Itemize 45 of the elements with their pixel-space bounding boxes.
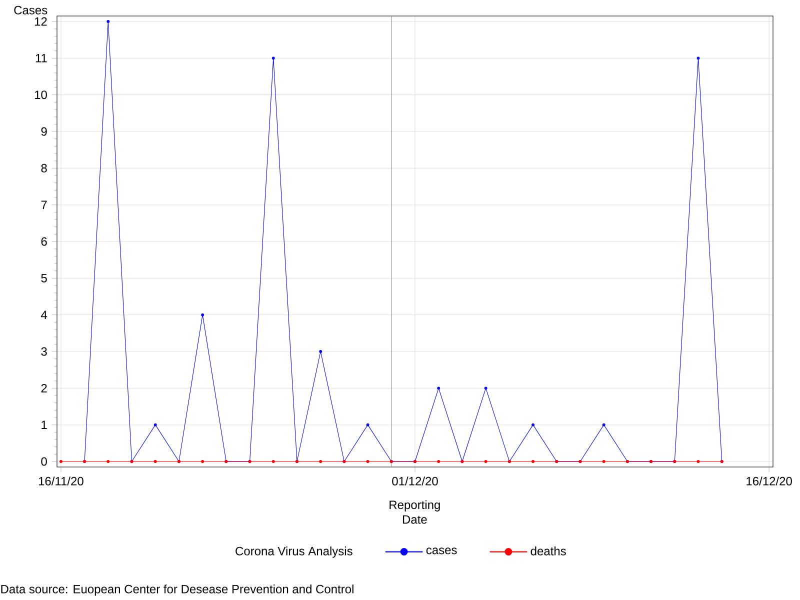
x-axis-title: Reporting Date [390,500,440,524]
point [602,460,606,463]
y-tick-label: 0 [41,457,47,466]
legend-label: cases [426,548,457,554]
point [437,460,440,463]
point [437,386,440,390]
point [532,423,534,426]
point [319,460,322,463]
legend-label: deaths [530,546,566,556]
point [532,460,534,463]
x-tick-label: 16/12/20 [746,476,792,486]
y-tick-label: 10 [34,90,47,100]
point [154,460,157,463]
legend-title: Corona Virus Analysis [236,546,352,558]
y-tick-label: 4 [41,310,48,319]
y-tick-label: 2 [41,384,47,392]
point [366,460,370,463]
point [484,386,488,390]
point [106,20,110,23]
point [696,460,700,463]
point [366,423,370,426]
y-tick-label: 12 [34,17,47,26]
point [484,460,488,463]
y-tick-label: 7 [41,200,47,209]
point [201,313,204,316]
x-tick-label: 01/12/20 [392,476,438,486]
y-tick-label: 3 [41,347,47,356]
point [319,350,322,353]
point [272,460,275,463]
y-tick-label: 9 [41,127,47,136]
point [272,56,275,60]
point [696,56,700,60]
y-tick-label: 1 [42,420,47,429]
point [201,460,204,463]
y-axis-title: Cases [14,6,48,14]
y-tick-label: 8 [41,164,47,172]
y-tick-label: 5 [41,274,47,282]
y-tick-label: 6 [41,237,47,246]
point [59,460,62,463]
y-tick-label: 11 [36,54,47,62]
point [154,423,157,426]
x-tick-label: 16/11/20 [38,476,84,486]
point [602,423,606,426]
source-note: Data source: Euopean Center for Desease Prevention and Control [1,584,354,596]
point [106,460,110,463]
